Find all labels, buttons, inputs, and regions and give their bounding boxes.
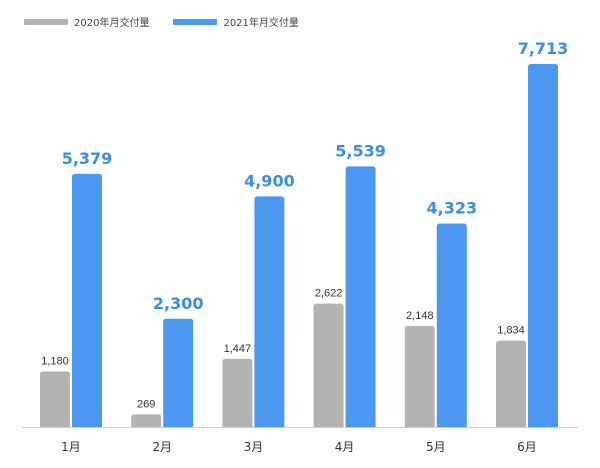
bar-2021-6: [528, 64, 558, 427]
bar-2020-6: [496, 340, 526, 427]
bar-2021-1: [72, 173, 102, 427]
bar-2020-3: [222, 358, 253, 427]
bar-2020-5: [404, 325, 435, 427]
legend-swatch-2020: [24, 18, 68, 25]
data-label-2020-2: 269: [137, 398, 155, 410]
x-tick-label-5: 5月: [426, 440, 446, 454]
data-label-2020-1: 1,180: [41, 355, 69, 367]
legend-label-2021: 2021年月交付量: [223, 18, 299, 29]
data-label-2020-6: 1,834: [497, 325, 525, 337]
x-tick-label-6: 6月: [517, 440, 537, 454]
legend: 2020年月交付量 2021年月交付量: [24, 14, 299, 29]
legend-item-2021: 2021年月交付量: [173, 14, 299, 29]
x-tick-label-1: 1月: [61, 440, 81, 454]
data-label-2021-6: 7,713: [518, 39, 569, 58]
data-label-2020-5: 2,148: [406, 310, 434, 322]
bar-2020-1: [40, 371, 70, 427]
legend-label-2020: 2020年月交付量: [74, 18, 150, 29]
legend-swatch-2021: [173, 18, 218, 25]
bar-2021-5: [436, 223, 467, 427]
bar-2021-4: [345, 166, 376, 427]
data-label-2020-4: 2,622: [315, 288, 343, 300]
bar-2020-2: [131, 414, 162, 427]
x-tick-label-4: 4月: [335, 440, 355, 454]
data-label-2021-3: 4,900: [244, 171, 295, 190]
data-label-2020-3: 1,447: [224, 343, 252, 355]
bar-2020-4: [313, 303, 344, 427]
bar-2021-3: [254, 196, 285, 427]
legend-item-2020: 2020年月交付量: [24, 14, 149, 29]
data-label-2021-5: 4,323: [426, 199, 477, 218]
x-tick-label-2: 2月: [152, 440, 172, 454]
data-label-2021-4: 5,539: [335, 141, 386, 160]
data-label-2021-2: 2,300: [153, 294, 204, 313]
data-label-2021-1: 5,379: [62, 149, 113, 168]
bar-2021-2: [163, 318, 194, 427]
x-tick-label-3: 3月: [244, 440, 264, 454]
